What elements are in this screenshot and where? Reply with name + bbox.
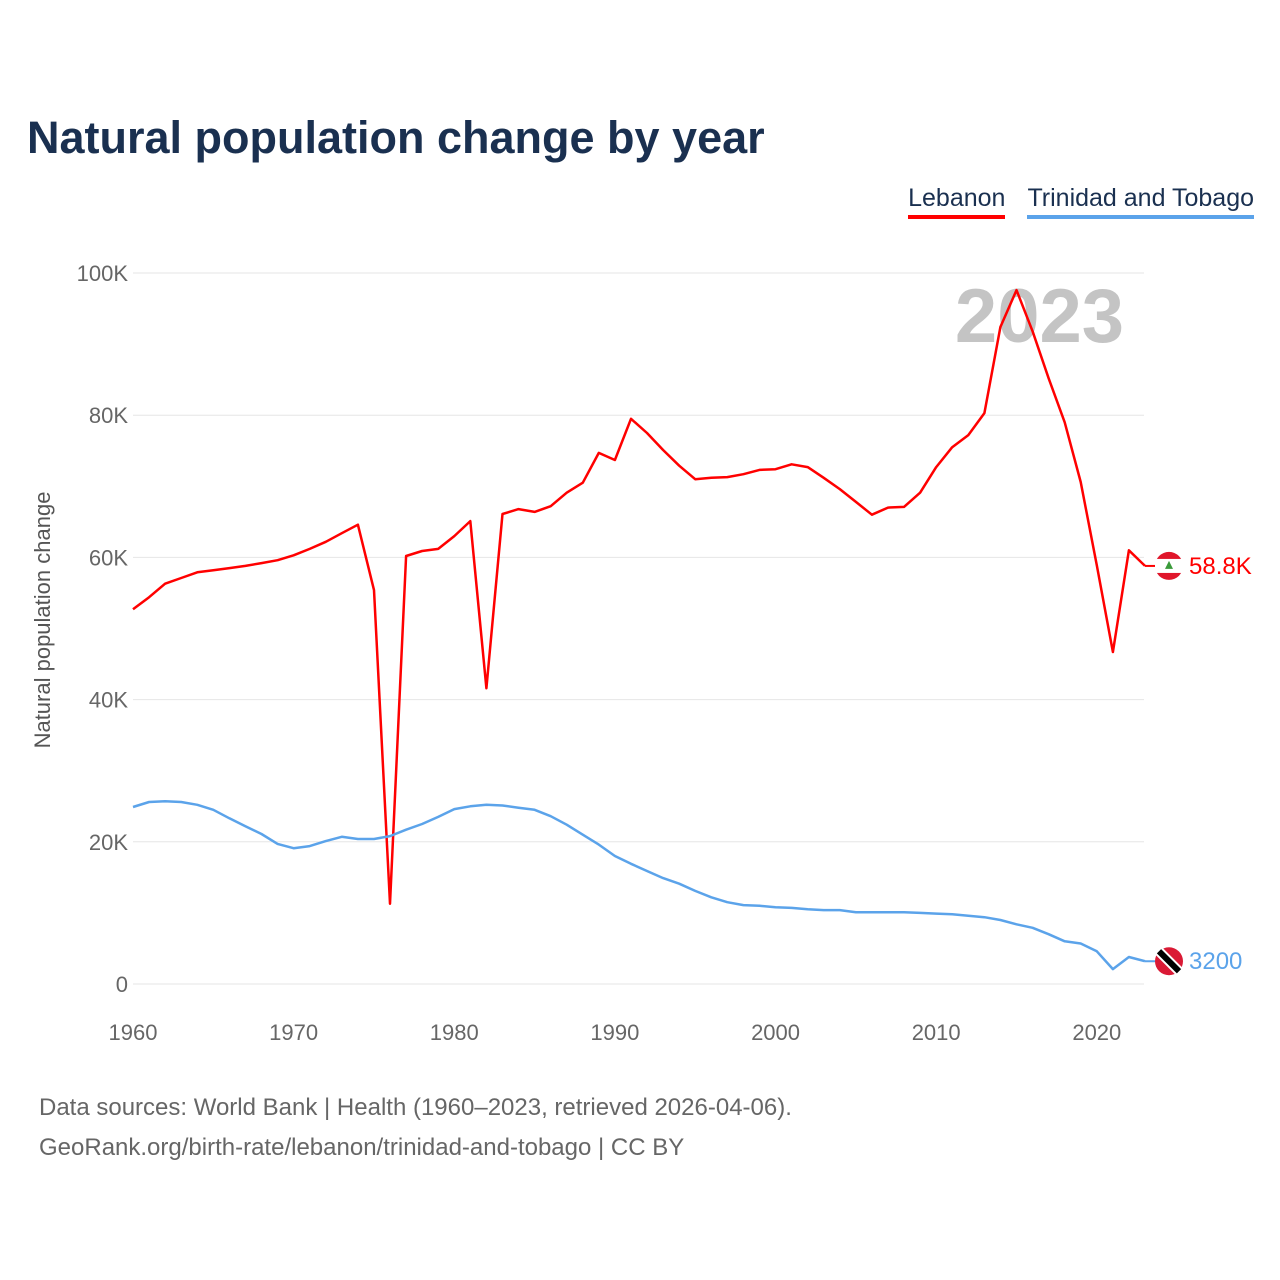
y-axis-label: Natural population change [30, 491, 55, 749]
y-tick-label: 80K [89, 403, 128, 428]
chart-title: Natural population change by year [27, 112, 765, 163]
source-text: Data sources: World Bank | Health (1960–… [39, 1094, 792, 1121]
x-tick-label: 1960 [109, 1020, 158, 1045]
end-value-label: 3200 [1189, 948, 1242, 975]
flag-red [1155, 947, 1183, 976]
x-tick-label: 2010 [912, 1020, 961, 1045]
x-tick-label: 2020 [1072, 1020, 1121, 1045]
y-tick-label: 60K [89, 545, 128, 570]
y-tick-label: 40K [89, 688, 128, 713]
legend: Lebanon Trinidad and Tobago [908, 184, 1254, 219]
x-tick-label: 2000 [751, 1020, 800, 1045]
footer: Data sources: World Bank | Health (1960–… [39, 1088, 792, 1168]
x-tick-label: 1980 [430, 1020, 479, 1045]
legend-item-trinidad-and-tobago[interactable]: Trinidad and Tobago [1027, 184, 1254, 219]
series-line-trinidad-and-tobago [132, 800, 1146, 971]
cedar-icon [1165, 560, 1173, 569]
x-tick-label: 1990 [590, 1020, 639, 1045]
source-link[interactable]: GeoRank.org/birth-rate/lebanon/trinidad-… [39, 1134, 685, 1161]
y-tick-label: 20K [89, 830, 128, 855]
year-watermark: 2023 [955, 274, 1124, 359]
legend-item-lebanon[interactable]: Lebanon [908, 184, 1006, 219]
flag-white [1155, 558, 1183, 573]
y-tick-label: 0 [116, 972, 128, 997]
flag-black [1156, 949, 1182, 974]
flag-white [1155, 947, 1183, 975]
end-value-label: 58.8K [1189, 553, 1252, 580]
y-tick-label: 100K [77, 261, 129, 286]
x-tick-label: 1970 [269, 1020, 318, 1045]
flag-red [1155, 551, 1183, 580]
trinidad-flag-icon [1145, 947, 1183, 976]
series-line-lebanon [132, 288, 1146, 905]
lebanon-flag-icon [1145, 551, 1183, 580]
